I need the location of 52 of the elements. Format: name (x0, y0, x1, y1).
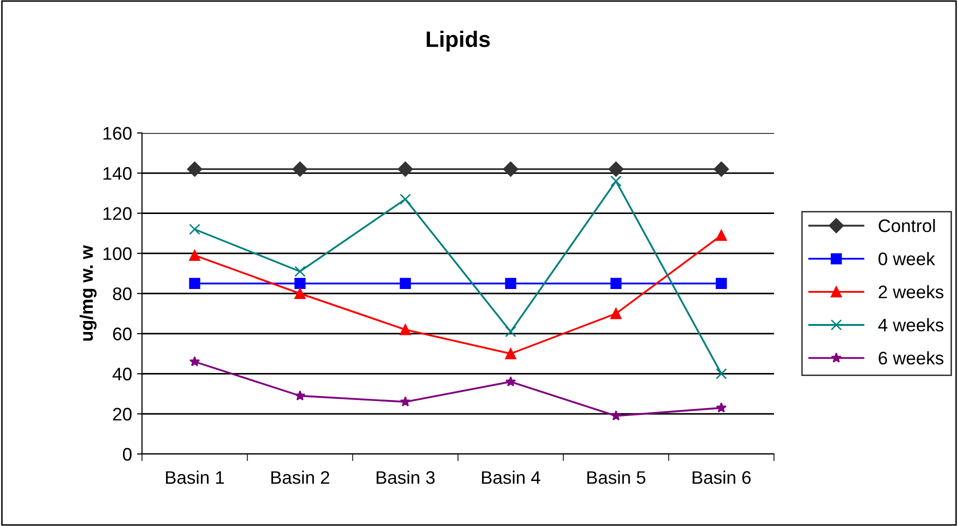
point (610, 278, 622, 290)
point (610, 176, 622, 187)
point (610, 410, 622, 421)
x-tick-label: Basin 6 (692, 470, 751, 484)
x-tick-label: Basin 4 (482, 470, 540, 484)
point (505, 278, 516, 290)
y-tick-label: 0 (122, 448, 132, 461)
y-tick-label: 120 (104, 207, 132, 220)
point (400, 396, 411, 406)
chart-title: Lipids (426, 30, 490, 52)
point (189, 224, 200, 235)
legend-label: Control (878, 218, 935, 232)
point (400, 324, 411, 336)
point (716, 402, 727, 412)
point (294, 266, 306, 277)
point (189, 250, 200, 261)
x-tick-label: Basin 3 (376, 470, 435, 484)
point (608, 162, 624, 177)
point (505, 348, 516, 360)
y-tick-label: 140 (104, 167, 132, 180)
point (505, 326, 516, 338)
legend-label: 0 week (878, 252, 936, 266)
point (716, 278, 727, 290)
point (505, 376, 516, 386)
point (189, 356, 200, 366)
legend-label: 6 weeks (878, 351, 944, 365)
point (294, 278, 306, 290)
point (292, 162, 308, 177)
point (398, 162, 413, 177)
y-tick-label: 60 (113, 328, 132, 340)
point (716, 368, 727, 380)
x-tick-label: Basin 2 (271, 470, 330, 484)
x-tick-label: Basin 5 (587, 470, 646, 484)
point (716, 230, 727, 241)
legend-label: 2 weeks (878, 285, 944, 298)
point (400, 278, 411, 290)
y-tick-label: 100 (104, 247, 132, 260)
point (400, 194, 411, 205)
point (503, 162, 518, 177)
y-axis-title: ug/mg w. w (80, 245, 97, 341)
point (610, 308, 622, 320)
point (294, 390, 306, 400)
point (189, 278, 200, 290)
point (187, 162, 202, 177)
y-tick-label: 80 (112, 287, 132, 300)
point (294, 288, 306, 300)
x-tick-label: Basin 1 (166, 470, 224, 484)
y-tick-label: 20 (113, 408, 132, 421)
legend-label: 4 weeks (878, 318, 944, 332)
y-tick-label: 40 (112, 368, 132, 380)
point (714, 162, 729, 177)
y-tick-label: 160 (104, 126, 132, 140)
